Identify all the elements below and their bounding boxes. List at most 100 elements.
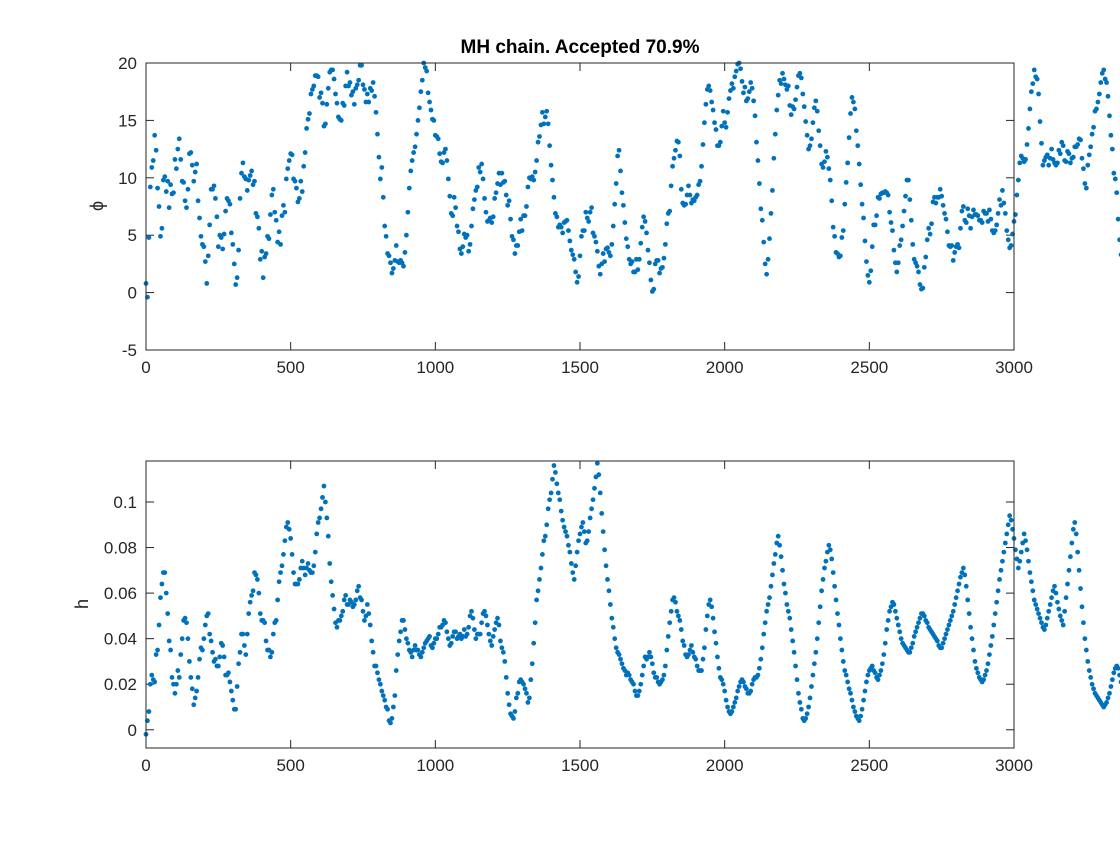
- h-sample-point: [783, 590, 788, 596]
- phi-sample-point: [207, 222, 213, 228]
- h-sample-point: [842, 668, 848, 673]
- phi-sample-point: [1095, 99, 1101, 105]
- phi-sample-point: [202, 259, 208, 264]
- phi-sample-point: [849, 95, 855, 100]
- h-sample-point: [635, 693, 641, 699]
- phi-sample-point: [677, 153, 683, 159]
- h-sample-point: [250, 588, 256, 594]
- phi-sample-point: [642, 219, 648, 224]
- phi-sample-point: [254, 214, 260, 220]
- h-sample-point: [511, 715, 516, 721]
- phi-sample-point: [945, 229, 950, 235]
- phi-sample-point: [260, 275, 266, 281]
- phi-sample-point: [534, 158, 539, 163]
- phi-sample-point: [359, 62, 364, 68]
- phi-sample-point: [1101, 67, 1107, 73]
- phi-sample-point: [1105, 93, 1111, 99]
- h-sample-point: [898, 636, 904, 642]
- phi-sample-point: [411, 150, 417, 155]
- h-sample-point: [862, 688, 868, 694]
- h-sample-point: [557, 497, 563, 503]
- h-sample-point: [840, 659, 846, 664]
- h-sample-point: [794, 677, 800, 683]
- chart-title: MH chain. Accepted 70.9%: [461, 37, 700, 58]
- phi-sample-point: [451, 194, 457, 200]
- phi-sample-point: [155, 185, 160, 191]
- h-sample-point: [649, 661, 655, 667]
- phi-sample-point: [765, 256, 771, 262]
- h-sample-point: [385, 706, 390, 712]
- phi-sample-point: [425, 90, 431, 96]
- h-sample-point: [607, 602, 613, 607]
- phi-sample-point: [544, 108, 550, 114]
- phi-sample-point: [305, 116, 311, 122]
- phi-sample-point: [745, 96, 751, 101]
- phi-sample-point: [1024, 142, 1030, 147]
- phi-sample-point: [302, 150, 308, 155]
- h-sample-point: [547, 497, 553, 503]
- phi-xtick-label: 1000: [416, 358, 454, 377]
- phi-sample-point: [567, 238, 573, 244]
- h-sample-point: [169, 674, 175, 680]
- phi-ytick-label: 0: [128, 284, 137, 303]
- phi-sample-point: [848, 111, 853, 116]
- h-sample-point: [861, 697, 866, 703]
- h-sample-point: [276, 579, 282, 585]
- phi-sample-point: [1063, 159, 1069, 165]
- phi-sample-point: [907, 197, 913, 203]
- h-sample-point: [843, 672, 849, 678]
- phi-sample-point: [1104, 80, 1109, 85]
- phi-sample-point: [593, 239, 599, 245]
- h-sample-point: [1107, 690, 1112, 696]
- h-sample-point: [270, 631, 276, 637]
- phi-sample-point: [794, 84, 800, 90]
- phi-sample-point: [678, 186, 684, 192]
- h-sample-point: [566, 542, 571, 548]
- phi-sample-point: [699, 163, 704, 169]
- phi-sample-point: [700, 142, 706, 147]
- phi-sample-point: [803, 119, 809, 124]
- h-sample-point: [356, 583, 362, 589]
- h-sample-point: [865, 672, 871, 678]
- phi-sample-point: [887, 209, 892, 215]
- h-sample-point: [1072, 520, 1078, 525]
- h-sample-point: [761, 631, 767, 637]
- h-sample-point: [1059, 618, 1065, 623]
- phi-sample-point: [551, 194, 557, 200]
- phi-sample-point: [827, 177, 833, 183]
- h-sample-point: [162, 570, 168, 576]
- phi-sample-point: [770, 188, 775, 193]
- h-sample-point: [409, 654, 415, 660]
- h-sample-point: [1068, 554, 1073, 560]
- h-sample-point: [953, 595, 959, 601]
- phi-sample-point: [1085, 162, 1091, 168]
- h-sample-point: [969, 636, 975, 642]
- phi-sample-point: [437, 151, 443, 157]
- phi-sample-point: [435, 136, 441, 142]
- h-sample-point: [236, 661, 241, 667]
- h-sample-point: [704, 613, 710, 619]
- h-sample-point: [1024, 547, 1030, 553]
- phi-sample-point: [564, 217, 570, 223]
- h-sample-point: [247, 599, 253, 605]
- h-sample-point: [807, 695, 813, 701]
- h-sample-point: [827, 547, 833, 553]
- phi-sample-point: [278, 241, 283, 247]
- phi-sample-point: [351, 101, 357, 107]
- phi-sample-point: [408, 168, 414, 174]
- h-sample-point: [735, 688, 741, 694]
- phi-sample-point: [1036, 91, 1041, 97]
- h-sample-point: [916, 620, 921, 626]
- h-sample-point: [330, 592, 336, 598]
- h-sample-point: [482, 608, 487, 614]
- phi-sample-point: [916, 269, 921, 275]
- h-sample-point: [887, 608, 892, 614]
- h-sample-point: [647, 649, 652, 655]
- phi-sample-point: [218, 235, 224, 240]
- phi-sample-point: [686, 183, 691, 189]
- phi-sample-point: [910, 241, 916, 247]
- h-sample-point: [364, 602, 370, 607]
- phi-sample-point: [424, 68, 430, 74]
- h-sample-point: [875, 677, 881, 683]
- phi-sample-point: [1023, 157, 1028, 162]
